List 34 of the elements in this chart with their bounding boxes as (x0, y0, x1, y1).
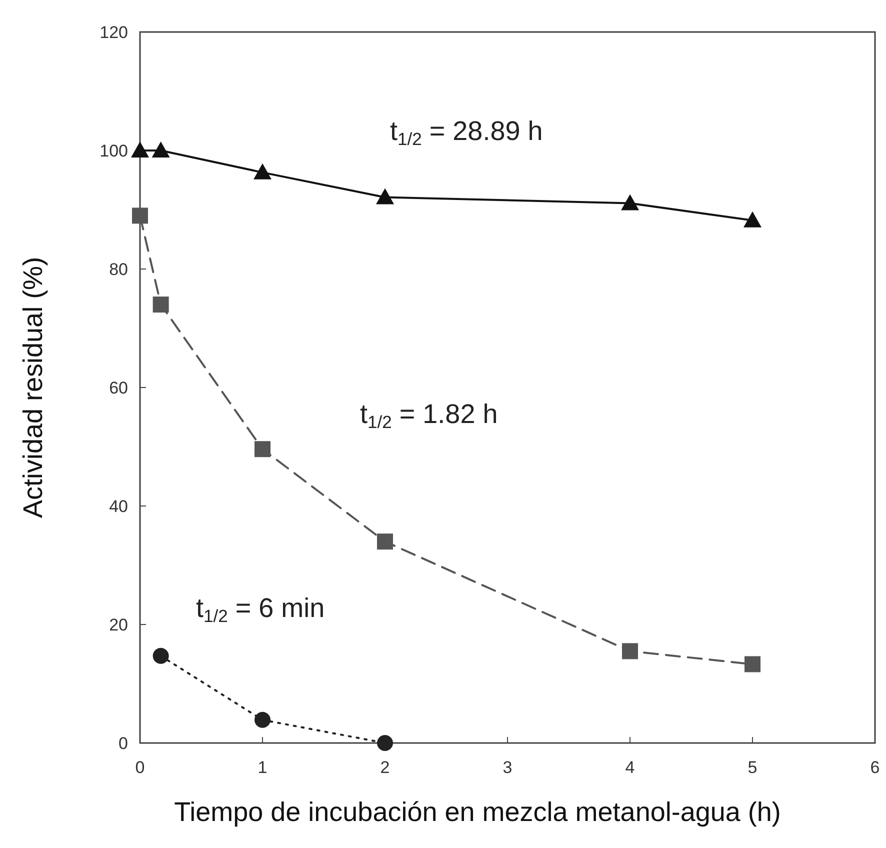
point (744, 211, 762, 228)
point (254, 712, 270, 728)
point (622, 643, 638, 660)
point (254, 163, 272, 180)
x-tick-label: 4 (625, 758, 635, 777)
x-tick-label: 5 (748, 758, 758, 777)
x-tick-label: 1 (258, 758, 268, 777)
y-tick-label: 120 (100, 23, 128, 42)
point (132, 208, 148, 224)
point (744, 656, 760, 672)
point (152, 648, 169, 664)
x-tick-label: 3 (502, 758, 512, 777)
annotation: t$_{1/2}$ = 6 min (196, 593, 325, 626)
y-tick-label: 40 (109, 497, 128, 516)
x-tick-label: 0 (135, 758, 145, 777)
point (377, 735, 393, 751)
x-tick-label: 6 (870, 758, 880, 777)
x-axis-title: Tiempo de incubación en mezcla metanol-agua (h) (174, 797, 781, 827)
point (377, 534, 393, 550)
y-tick-label: 80 (109, 260, 128, 279)
annotation: t$_{1/2}$ = 1.82 h (360, 399, 498, 432)
y-tick-label: 100 (100, 142, 128, 160)
y-tick-label: 0 (118, 734, 128, 753)
point (131, 142, 149, 158)
y-axis-title: Actividad residual (%) (18, 256, 48, 518)
y-tick-label: 20 (109, 616, 128, 634)
x-tick-label: 2 (380, 758, 390, 777)
annotation: t$_{1/2}$ = 28.89 h (390, 116, 543, 148)
point (621, 194, 639, 210)
point (254, 441, 270, 458)
point (376, 188, 394, 204)
point (152, 296, 169, 313)
y-tick-label: 60 (109, 378, 128, 398)
point (152, 142, 170, 158)
